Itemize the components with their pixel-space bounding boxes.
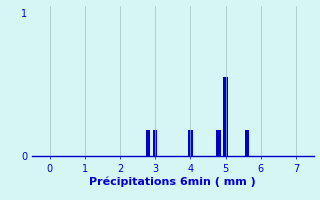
Bar bbox=[188, 130, 193, 156]
Bar bbox=[216, 130, 221, 156]
Bar bbox=[153, 130, 157, 156]
Bar bbox=[244, 130, 249, 156]
Bar bbox=[146, 130, 150, 156]
X-axis label: Précipitations 6min ( mm ): Précipitations 6min ( mm ) bbox=[89, 176, 256, 187]
Bar bbox=[223, 77, 228, 156]
